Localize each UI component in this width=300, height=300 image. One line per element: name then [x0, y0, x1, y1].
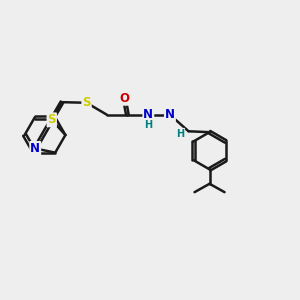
Text: N: N	[143, 108, 153, 121]
Text: S: S	[82, 96, 91, 109]
Text: N: N	[30, 142, 40, 155]
Text: H: H	[176, 129, 184, 139]
Text: S: S	[47, 113, 56, 126]
Text: O: O	[119, 92, 129, 105]
Text: N: N	[165, 108, 175, 121]
Text: H: H	[144, 120, 152, 130]
